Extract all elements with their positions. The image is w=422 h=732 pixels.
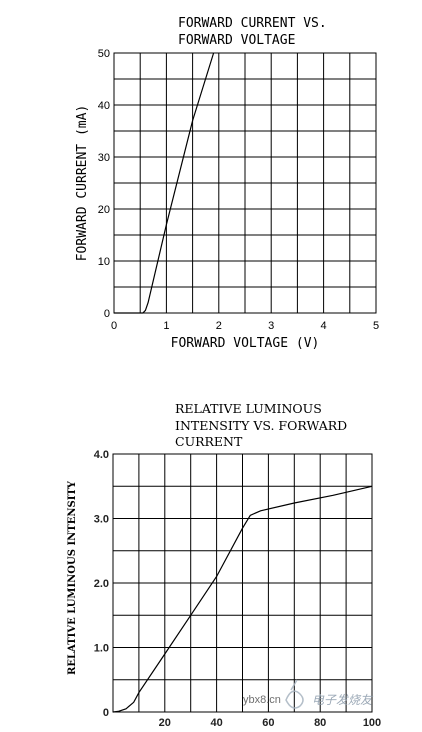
watermark: ybx8.cn 电子发烧友 [243, 679, 374, 709]
chart-2-x-tick-label: 80 [314, 717, 326, 729]
watermark-logo-icon [285, 679, 304, 709]
chart-1-y-tick-label: 40 [98, 100, 110, 112]
watermark-site: ybx8.cn [243, 694, 281, 706]
chart-2-y-tick-label: 4.0 [94, 449, 109, 461]
chart-1-series-line [114, 52, 215, 314]
chart-1-y-tick-label: 10 [98, 256, 110, 268]
chart-1-x-tick-label: 1 [163, 320, 169, 332]
chart-1-x-tick-label: 2 [216, 320, 222, 332]
chart-2-x-tick-label: 100 [363, 717, 381, 729]
chart-2-grid [113, 454, 372, 712]
chart-1-x-tick-label: 3 [268, 320, 274, 332]
chart-1-grid [114, 53, 376, 313]
chart-1-title-line-1: FORWARD CURRENT VS. [178, 16, 327, 31]
chart-1-x-tick-label: 4 [321, 320, 327, 332]
chart-2-title-line-1: RELATIVE LUMINOUS [175, 401, 322, 416]
chart-1-title-line-2: FORWARD VOLTAGE [178, 33, 295, 48]
chart-1-y-tick-label: 30 [98, 152, 110, 164]
chart-2-y-tick-labels: 0 1.0 2.0 3.0 4.0 [94, 449, 109, 719]
chart-2-y-axis-label: RELATIVE LUMINOUS INTENSITY [67, 480, 78, 675]
chart-2-plot-frame [112, 453, 373, 713]
chart-2-y-tick-label: 1.0 [94, 643, 109, 655]
chart-2-series-line [112, 485, 373, 713]
chart-1: FORWARD CURRENT VS. FORWARD VOLTAGE 0102… [75, 16, 379, 351]
chart-2-x-tick-labels: 20 40 60 80 100 [159, 717, 382, 729]
chart-1-x-tick-labels: 0 1 2 3 4 5 [111, 320, 379, 332]
chart-1-y-axis-label: FORWARD CURRENT (mA) [75, 105, 90, 262]
chart-2-x-tick-label: 20 [159, 717, 171, 729]
chart-1-plot-frame [113, 52, 377, 314]
chart-1-x-tick-label: 5 [373, 320, 379, 332]
chart-2: RELATIVE LUMINOUS INTENSITY VS. FORWARD … [67, 401, 381, 729]
chart-2-title-line-2: INTENSITY VS. FORWARD [175, 418, 347, 433]
chart-2-title-line-3: CURRENT [175, 434, 243, 449]
chart-1-y-tick-label: 0 [104, 308, 110, 320]
chart-1-x-axis-label: FORWARD VOLTAGE (V) [171, 336, 320, 351]
chart-2-y-tick-label: 0 [103, 707, 109, 719]
chart-1-y-tick-label: 50 [98, 48, 110, 60]
chart-2-x-tick-label: 60 [262, 717, 274, 729]
chart-1-y-tick-label: 20 [98, 204, 110, 216]
chart-1-y-tick-labels: 0 10 20 30 40 50 [98, 48, 110, 320]
chart-2-y-tick-label: 2.0 [94, 578, 109, 590]
watermark-brand: 电子发烧友 [312, 693, 374, 707]
chart-1-x-tick-label: 0 [111, 320, 117, 332]
chart-2-x-tick-label: 40 [210, 717, 222, 729]
chart-2-y-tick-label: 3.0 [94, 514, 109, 526]
